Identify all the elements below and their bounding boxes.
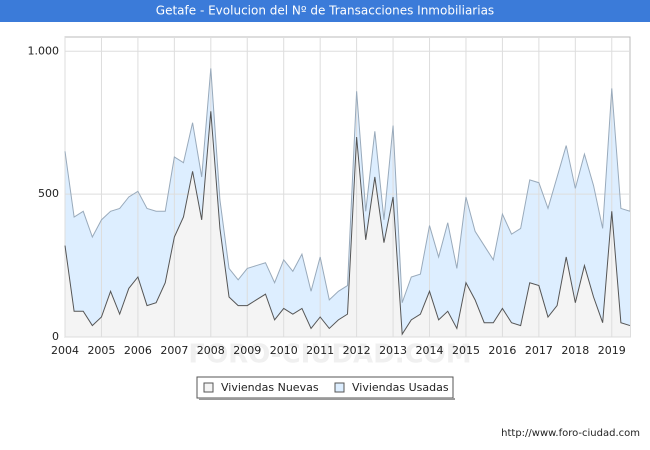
area [65, 68, 630, 335]
x-tick-label: 2008 [197, 344, 225, 357]
chart-title: Getafe - Evolucion del Nº de Transaccion… [156, 4, 494, 18]
legend-swatch [203, 382, 214, 393]
x-tick-label: 2018 [561, 344, 589, 357]
x-tick-label: 2007 [160, 344, 188, 357]
x-tick-label: 2010 [270, 344, 298, 357]
legend-label: Viviendas Usadas [352, 381, 449, 394]
x-tick-label: 2017 [525, 344, 553, 357]
legend-label: Viviendas Nuevas [221, 381, 319, 394]
series-line [64, 68, 631, 303]
x-tick-label: 2016 [488, 344, 516, 357]
legend-shadow [199, 398, 455, 400]
x-tick-label: 2012 [343, 344, 371, 357]
y-tick-label: 500 [38, 187, 59, 200]
x-tick-label: 2013 [379, 344, 407, 357]
source: http://www.foro-ciudad.com [501, 428, 640, 439]
x-tick-label: 2019 [598, 344, 626, 357]
title-bar [0, 0, 650, 22]
x-tick-label: 2005 [87, 344, 115, 357]
x-tick-label: 2004 [51, 344, 79, 357]
x-tick-label: 2011 [306, 344, 334, 357]
x-tick-label: 2006 [124, 344, 152, 357]
x-tick-label: 2014 [416, 344, 444, 357]
legend: Viviendas Nuevas Viviendas Usadas [196, 376, 455, 400]
watermark: FORO-CIUDAD.COM [188, 340, 471, 370]
y-tick-label: 0 [52, 330, 59, 343]
y-tick-label: 1.000 [28, 44, 60, 57]
legend-swatch [334, 382, 345, 393]
x-tick-label: 2009 [233, 344, 261, 357]
x-tick-label: 2015 [452, 344, 480, 357]
series-line [64, 111, 631, 336]
